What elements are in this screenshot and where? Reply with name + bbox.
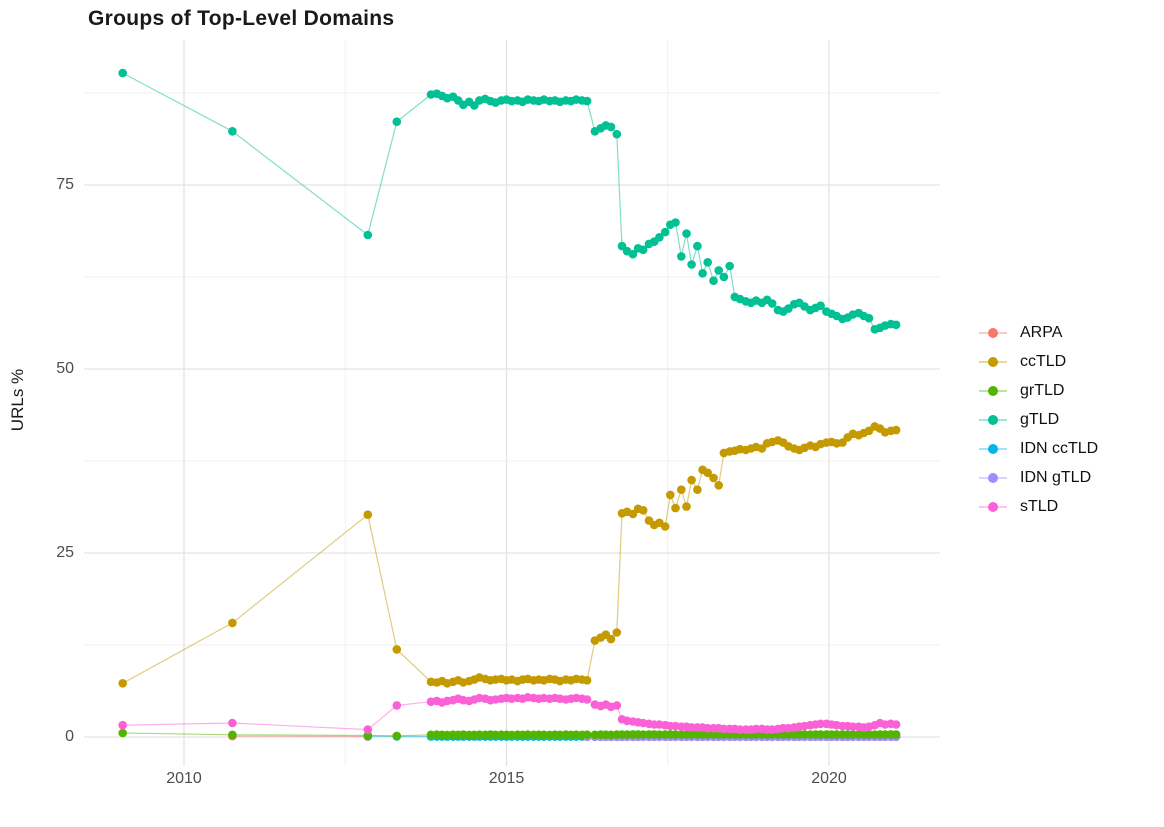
y-axis-tick-label: 0 bbox=[65, 728, 74, 745]
legend-key-icon bbox=[979, 356, 1007, 367]
legend-label: ARPA bbox=[1020, 323, 1063, 341]
legend-key-icon bbox=[979, 414, 1007, 425]
legend-item-grtld: grTLD bbox=[977, 376, 1098, 405]
legend-key-icon bbox=[979, 327, 1007, 338]
legend-label: sTLD bbox=[1020, 497, 1059, 515]
chart-title: Groups of Top-Level Domains bbox=[88, 7, 395, 30]
legend-key-icon bbox=[979, 472, 1007, 483]
legend-item-cctld: ccTLD bbox=[977, 347, 1098, 376]
legend-item-idn-gtld: IDN gTLD bbox=[977, 463, 1098, 492]
legend-label: gTLD bbox=[1020, 410, 1060, 428]
legend-item-gtld: gTLD bbox=[977, 405, 1098, 434]
legend-item-idn-cctld: IDN ccTLD bbox=[977, 434, 1098, 463]
legend-key-icon bbox=[979, 385, 1007, 396]
x-axis-tick-label: 2010 bbox=[166, 770, 202, 787]
legend: ARPA ccTLD grTLD gTLD IDN ccTLD IDN gTLD… bbox=[977, 318, 1098, 521]
x-axis-tick-label: 2020 bbox=[811, 770, 847, 787]
legend-label: grTLD bbox=[1020, 381, 1065, 399]
x-axis-tick-label: 2015 bbox=[488, 770, 525, 787]
y-axis-tick-label: 25 bbox=[56, 544, 74, 561]
legend-label: IDN gTLD bbox=[1020, 468, 1092, 486]
y-axis-tick-label: 75 bbox=[56, 176, 74, 193]
legend-label: IDN ccTLD bbox=[1020, 439, 1099, 457]
legend-item-arpa: ARPA bbox=[977, 318, 1098, 347]
y-axis-tick-label: 50 bbox=[56, 360, 74, 377]
legend-key-icon bbox=[979, 443, 1007, 454]
legend-item-stld: sTLD bbox=[977, 492, 1098, 521]
legend-key-icon bbox=[979, 501, 1007, 512]
legend-label: ccTLD bbox=[1020, 352, 1067, 370]
